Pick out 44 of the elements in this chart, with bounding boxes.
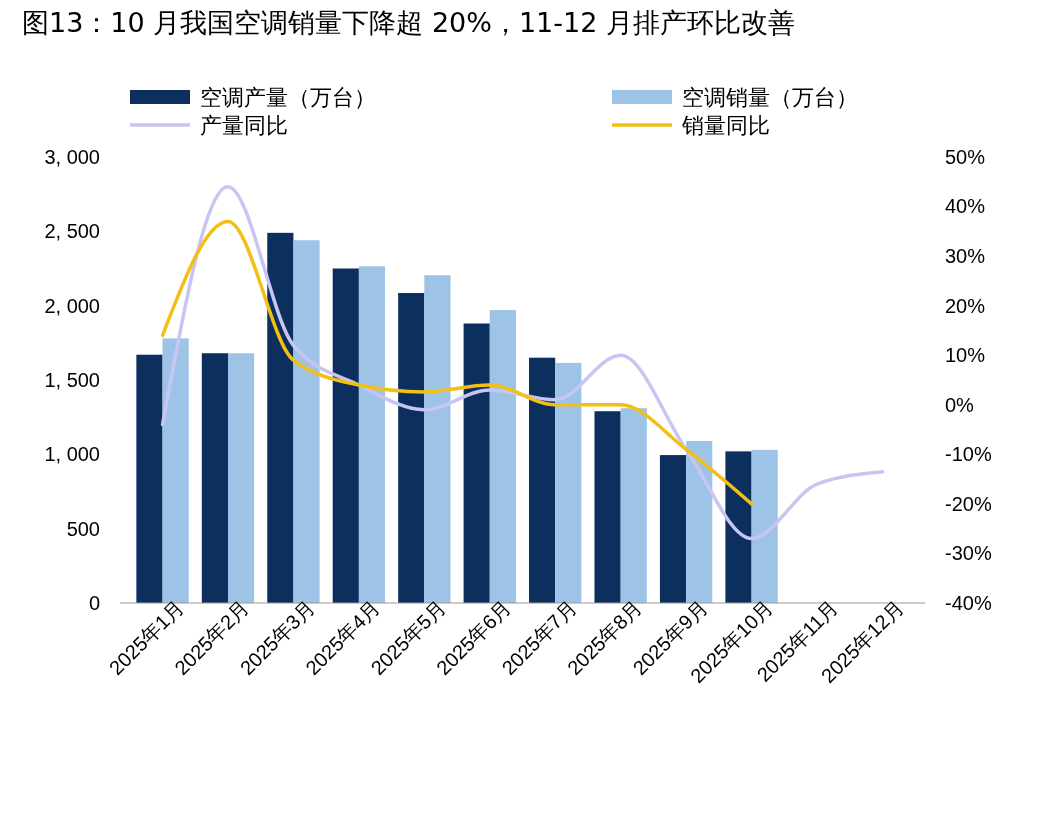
y2-tick-label: -30% [945, 542, 992, 565]
bar [555, 362, 582, 603]
bar [293, 240, 320, 603]
line-series [160, 219, 754, 506]
y2-tick-label: 50% [945, 145, 986, 168]
y-tick-label: 3, 000 [44, 145, 100, 168]
chart-title: 图13：10 月我国空调销量下降超 20%，11-12 月排产环比改善 [22, 7, 795, 38]
bar [398, 293, 425, 603]
bar [751, 449, 778, 603]
bar [686, 440, 713, 603]
y-tick-label: 2, 500 [44, 220, 100, 243]
y2-tick-label: 40% [945, 195, 986, 218]
bar [162, 338, 189, 603]
bar [136, 354, 163, 603]
legend-label: 空调销量（万台） [682, 85, 858, 110]
y-tick-label: 1, 500 [44, 368, 100, 391]
legend-label: 产量同比 [200, 113, 288, 138]
bar [620, 408, 647, 603]
bar [227, 353, 255, 603]
y-tick-label: 500 [66, 517, 100, 540]
bar [725, 451, 752, 603]
y2-tick-label: 10% [945, 344, 986, 367]
bar [201, 353, 228, 603]
bar [489, 310, 516, 603]
bar [463, 323, 490, 603]
line-series [160, 184, 885, 541]
bar [659, 455, 687, 603]
y2-tick-label: 0% [945, 393, 975, 416]
y2-tick-label: 30% [945, 245, 986, 268]
bar [424, 275, 451, 603]
y2-tick-label: -20% [945, 492, 992, 515]
legend-label: 销量同比 [681, 113, 770, 138]
bar [267, 232, 294, 603]
bar [529, 357, 556, 603]
bar [594, 411, 621, 603]
y-tick-label: 2, 000 [44, 294, 100, 317]
y2-tick-label: 20% [945, 294, 986, 317]
y2-tick-label: -10% [945, 443, 992, 466]
y-tick-label: 1, 000 [44, 443, 100, 466]
bar [332, 268, 359, 603]
legend-label: 空调产量（万台） [200, 85, 376, 110]
y2-tick-label: -40% [945, 591, 992, 614]
bar [358, 266, 386, 603]
y-tick-label: 0 [88, 591, 100, 614]
